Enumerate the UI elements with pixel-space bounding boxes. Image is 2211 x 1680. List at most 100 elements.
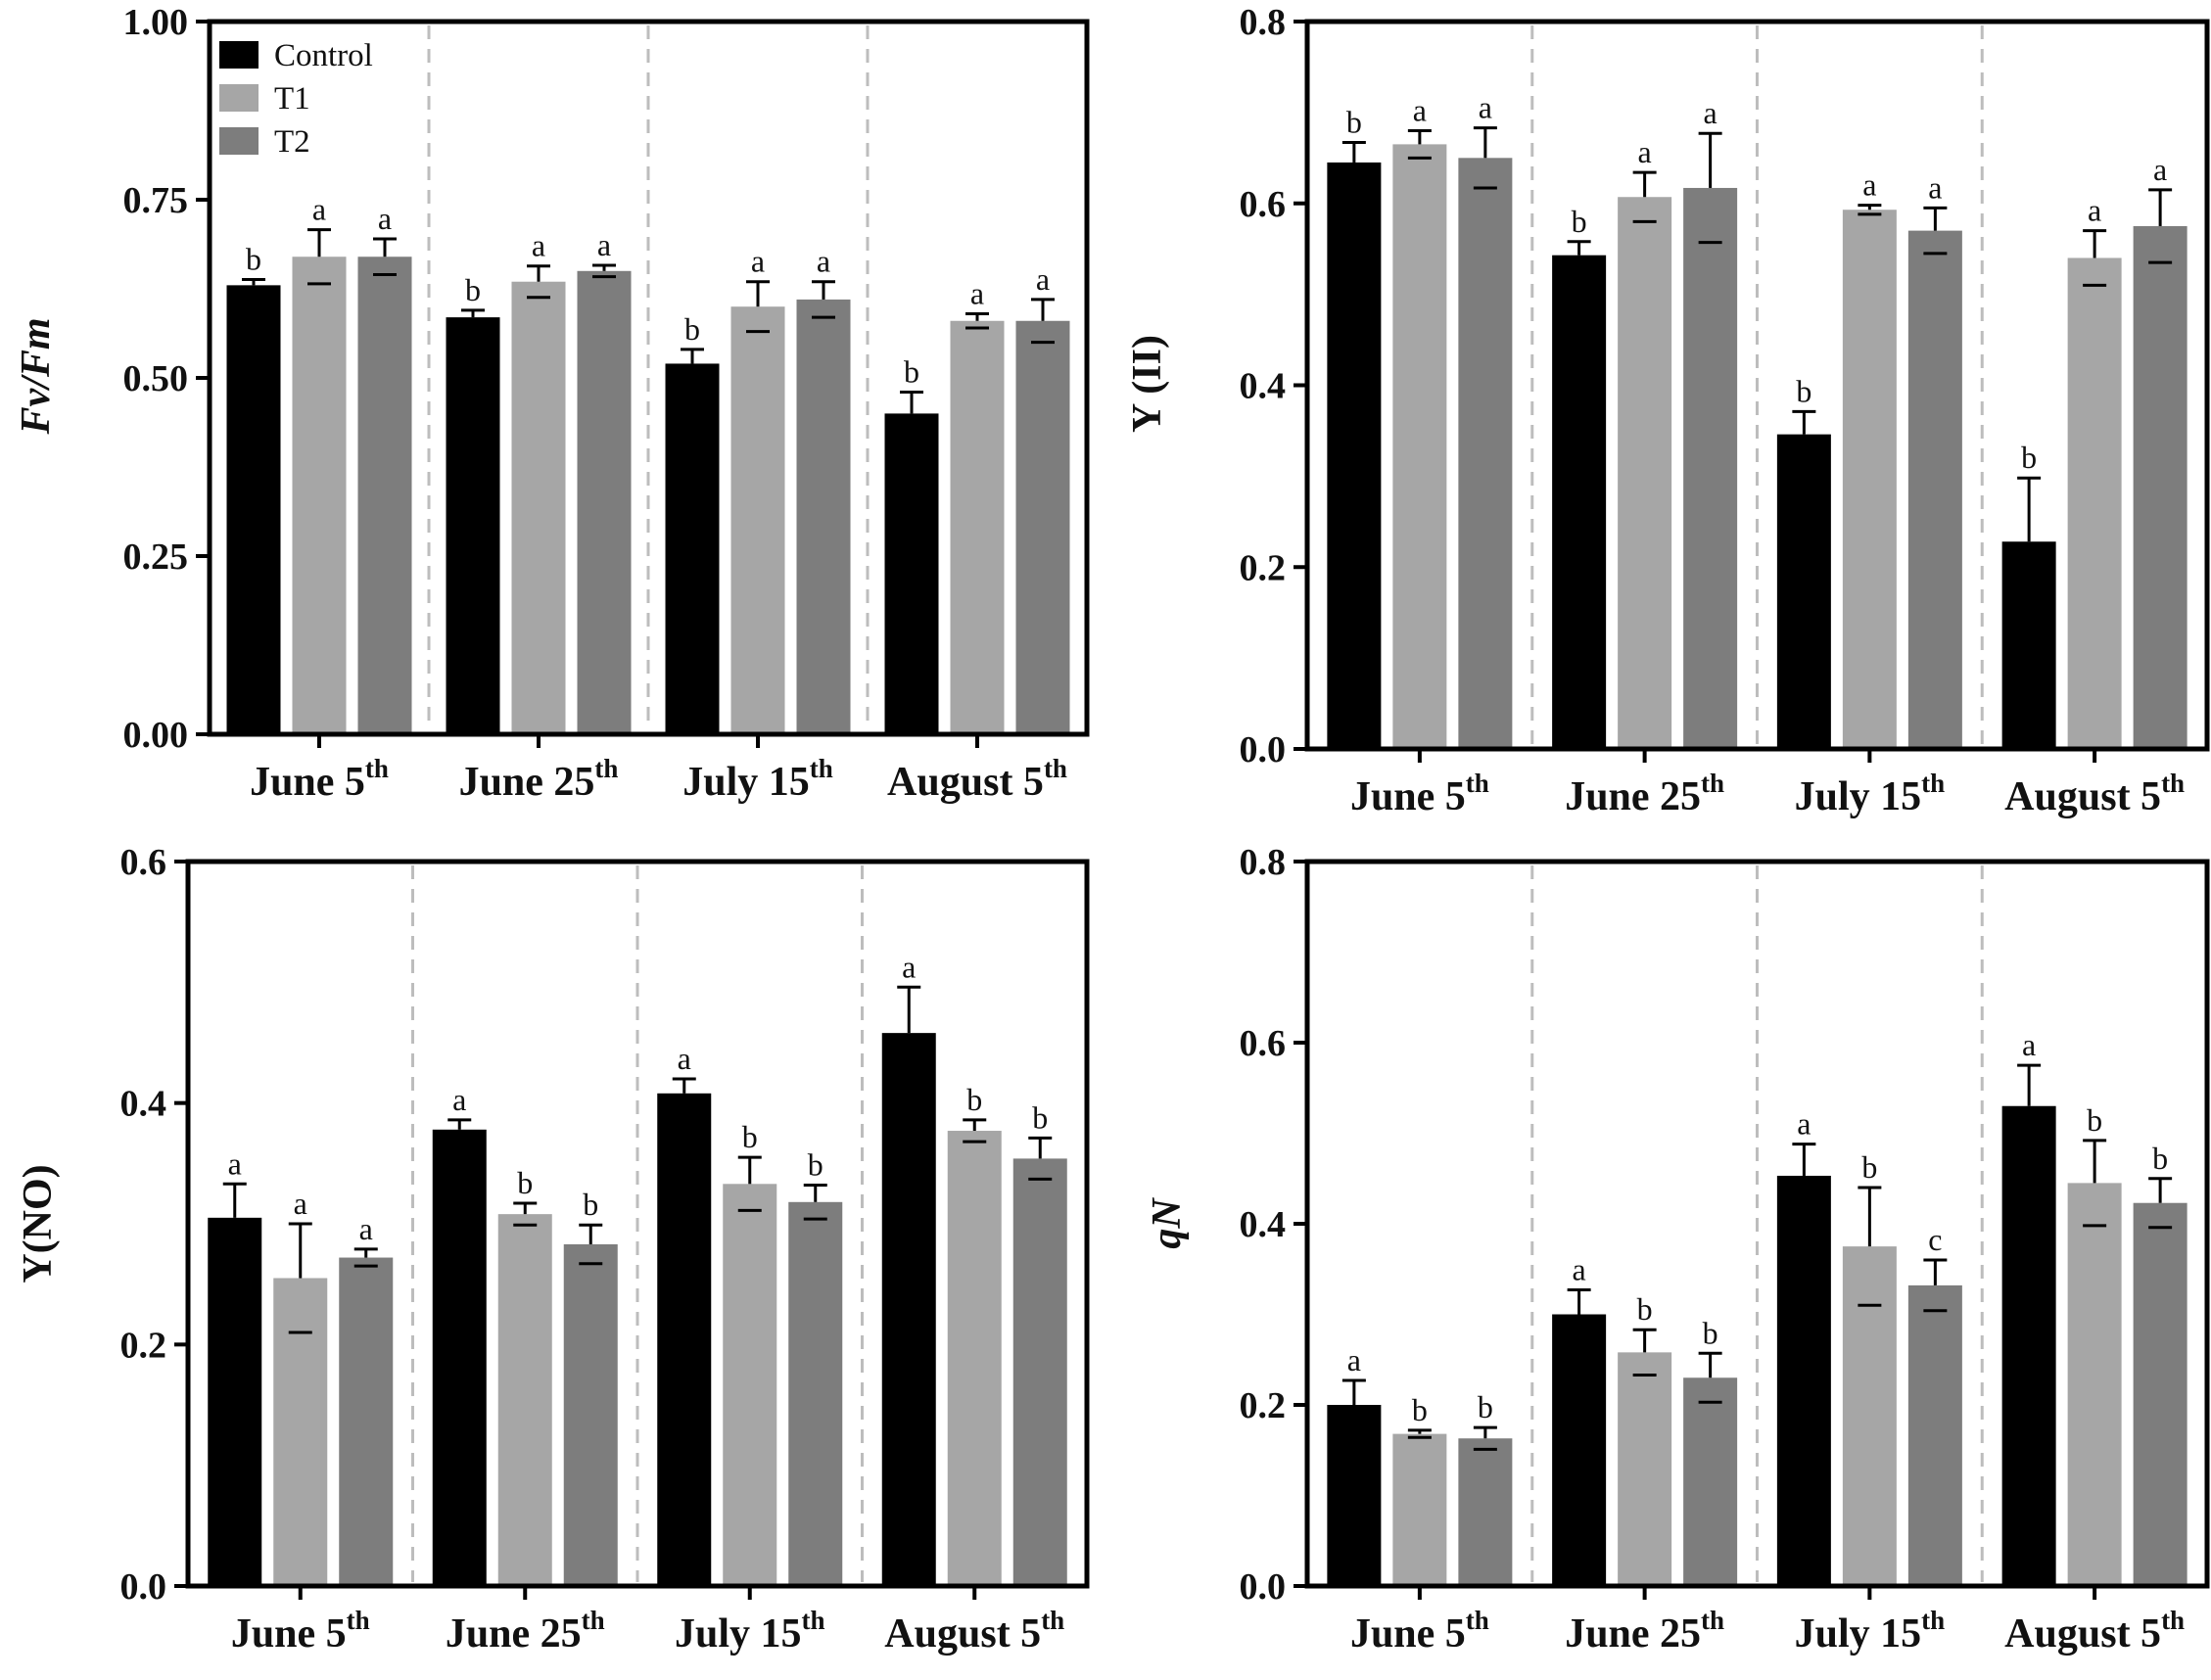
error-bar-t2-august-5 <box>2148 188 2173 264</box>
bar-t2-june-5 <box>339 1257 394 1586</box>
error-bar-t1-july-15 <box>1858 204 1882 216</box>
significance-letter: a <box>1036 261 1050 297</box>
x-tick-label-june-5: June 5th <box>231 1606 370 1657</box>
bar-control-july-15 <box>1776 434 1831 749</box>
bar-t1-august-5 <box>2067 1183 2122 1586</box>
error-bar-t1-august-5 <box>965 311 989 330</box>
error-bar-control-june-25 <box>461 308 485 326</box>
bar-t2-july-15 <box>796 299 851 734</box>
significance-letter: b <box>966 1082 982 1117</box>
bar-t2-june-25 <box>577 270 632 734</box>
error-bar-control-august-5 <box>2017 1063 2042 1148</box>
bar-control-june-5 <box>1327 162 1382 750</box>
panel-y-no: a a a a b b a b b a b b 0.0 0.2 0.4 0.6 June 5th June 25t… <box>16 842 1090 1657</box>
bar-t2-june-5 <box>1458 1438 1513 1586</box>
significance-letter: a <box>359 1211 373 1246</box>
significance-letter: b <box>465 272 481 307</box>
error-bar-control-june-5 <box>222 1182 247 1253</box>
x-tick-label-august-5: August 5th <box>2004 769 2185 819</box>
bar-t1-july-15 <box>1842 1246 1897 1586</box>
error-bar-t1-june-5 <box>1407 1428 1432 1439</box>
significance-letter: c <box>1928 1222 1942 1257</box>
significance-letter: a <box>1638 134 1652 169</box>
significance-letter: a <box>817 244 830 279</box>
error-bar-t2-july-15 <box>1923 206 1948 256</box>
legend-label-control: Control <box>274 38 373 73</box>
error-bar-t1-august-5 <box>963 1118 987 1143</box>
y-tick-label: 1.00 <box>123 2 189 43</box>
significance-letter: b <box>684 311 700 347</box>
error-bar-control-june-5 <box>1341 1378 1366 1431</box>
error-bar-t2-june-5 <box>1473 126 1497 190</box>
x-tick-label-july-15: July 15th <box>675 1606 825 1657</box>
significance-letter: a <box>1704 95 1717 130</box>
error-bar-control-july-15 <box>681 348 704 380</box>
x-tick-label-july-15: July 15th <box>682 754 833 805</box>
panel-y-ii: b a a b a a b a a b a a 0.0 0.2 0.4 0.6 0.8 June 5th June … <box>1125 2 2210 819</box>
bar-control-june-5 <box>1327 1405 1382 1586</box>
bar-t2-july-15 <box>1907 230 1962 750</box>
error-bar-t2-june-5 <box>373 237 397 276</box>
bar-t2-august-5 <box>1012 1158 1067 1586</box>
bar-t1-june-25 <box>511 281 566 734</box>
legend-swatch-control <box>219 41 259 69</box>
error-bar-t1-june-25 <box>513 1201 538 1227</box>
y-tick-label: 0.2 <box>1240 1385 1287 1426</box>
significance-letter: a <box>1573 1252 1586 1287</box>
significance-letter: a <box>751 244 765 279</box>
significance-letter: a <box>532 228 545 263</box>
error-bar-control-august-5 <box>900 391 923 437</box>
bar-t1-august-5 <box>947 1131 1002 1586</box>
error-bar-t1-august-5 <box>2083 229 2107 287</box>
y-tick-label: 0.2 <box>1240 547 1287 588</box>
significance-letter: a <box>902 949 916 984</box>
significance-letter: b <box>1572 204 1587 239</box>
y-tick-label: 0.4 <box>120 1084 167 1125</box>
bar-t1-june-25 <box>1618 1352 1672 1586</box>
bar-t2-august-5 <box>2133 1202 2187 1586</box>
bar-t1-july-15 <box>730 306 785 734</box>
y-tick-label: 0.75 <box>123 180 189 221</box>
error-bar-control-june-5 <box>242 278 265 293</box>
error-bar-t2-august-5 <box>2148 1177 2173 1230</box>
significance-letter: b <box>1637 1291 1653 1327</box>
y-tick-label: 0.8 <box>1240 2 1287 43</box>
bar-control-july-15 <box>665 363 720 734</box>
y-tick-label: 0.0 <box>1240 1566 1287 1608</box>
x-tick-label-august-5: August 5th <box>887 754 1067 805</box>
y-tick-label: 0.2 <box>120 1325 167 1366</box>
error-bar-control-june-5 <box>1341 141 1366 184</box>
legend-swatch-t1 <box>219 84 259 112</box>
significance-letter: b <box>1412 1392 1428 1427</box>
bar-control-august-5 <box>881 1033 936 1586</box>
y-axis-title: Y(NO) <box>16 1164 61 1283</box>
bar-control-july-15 <box>657 1093 712 1586</box>
bar-t2-july-15 <box>788 1201 843 1586</box>
significance-letter: b <box>1346 105 1362 140</box>
legend: Control T1 T2 <box>219 38 373 160</box>
y-tick-label: 0.8 <box>1240 842 1287 883</box>
legend-swatch-t2 <box>219 127 259 155</box>
significance-letter: a <box>452 1082 466 1117</box>
error-bar-control-june-25 <box>447 1118 472 1142</box>
error-bar-t2-june-25 <box>1698 1351 1722 1404</box>
bar-control-june-25 <box>446 317 500 734</box>
bar-t2-june-5 <box>357 257 412 734</box>
x-tick-label-august-5: August 5th <box>884 1606 1064 1657</box>
significance-letter: a <box>1797 1106 1811 1142</box>
y-tick-label: 0.0 <box>120 1566 167 1608</box>
bar-control-june-25 <box>1552 255 1607 749</box>
significance-letter: a <box>1479 90 1492 125</box>
bar-t1-july-15 <box>1842 210 1897 750</box>
error-bar-control-june-25 <box>1567 1288 1591 1340</box>
bar-t2-june-25 <box>563 1243 618 1586</box>
error-bar-control-august-5 <box>897 985 921 1081</box>
error-bar-t1-june-5 <box>307 228 331 286</box>
error-bar-t1-june-25 <box>1632 1328 1657 1377</box>
bar-t1-august-5 <box>950 320 1005 734</box>
bar-control-june-5 <box>208 1217 262 1586</box>
significance-letter: b <box>1861 1149 1877 1185</box>
significance-letter: a <box>294 1186 307 1221</box>
bar-t2-june-5 <box>1458 158 1513 749</box>
